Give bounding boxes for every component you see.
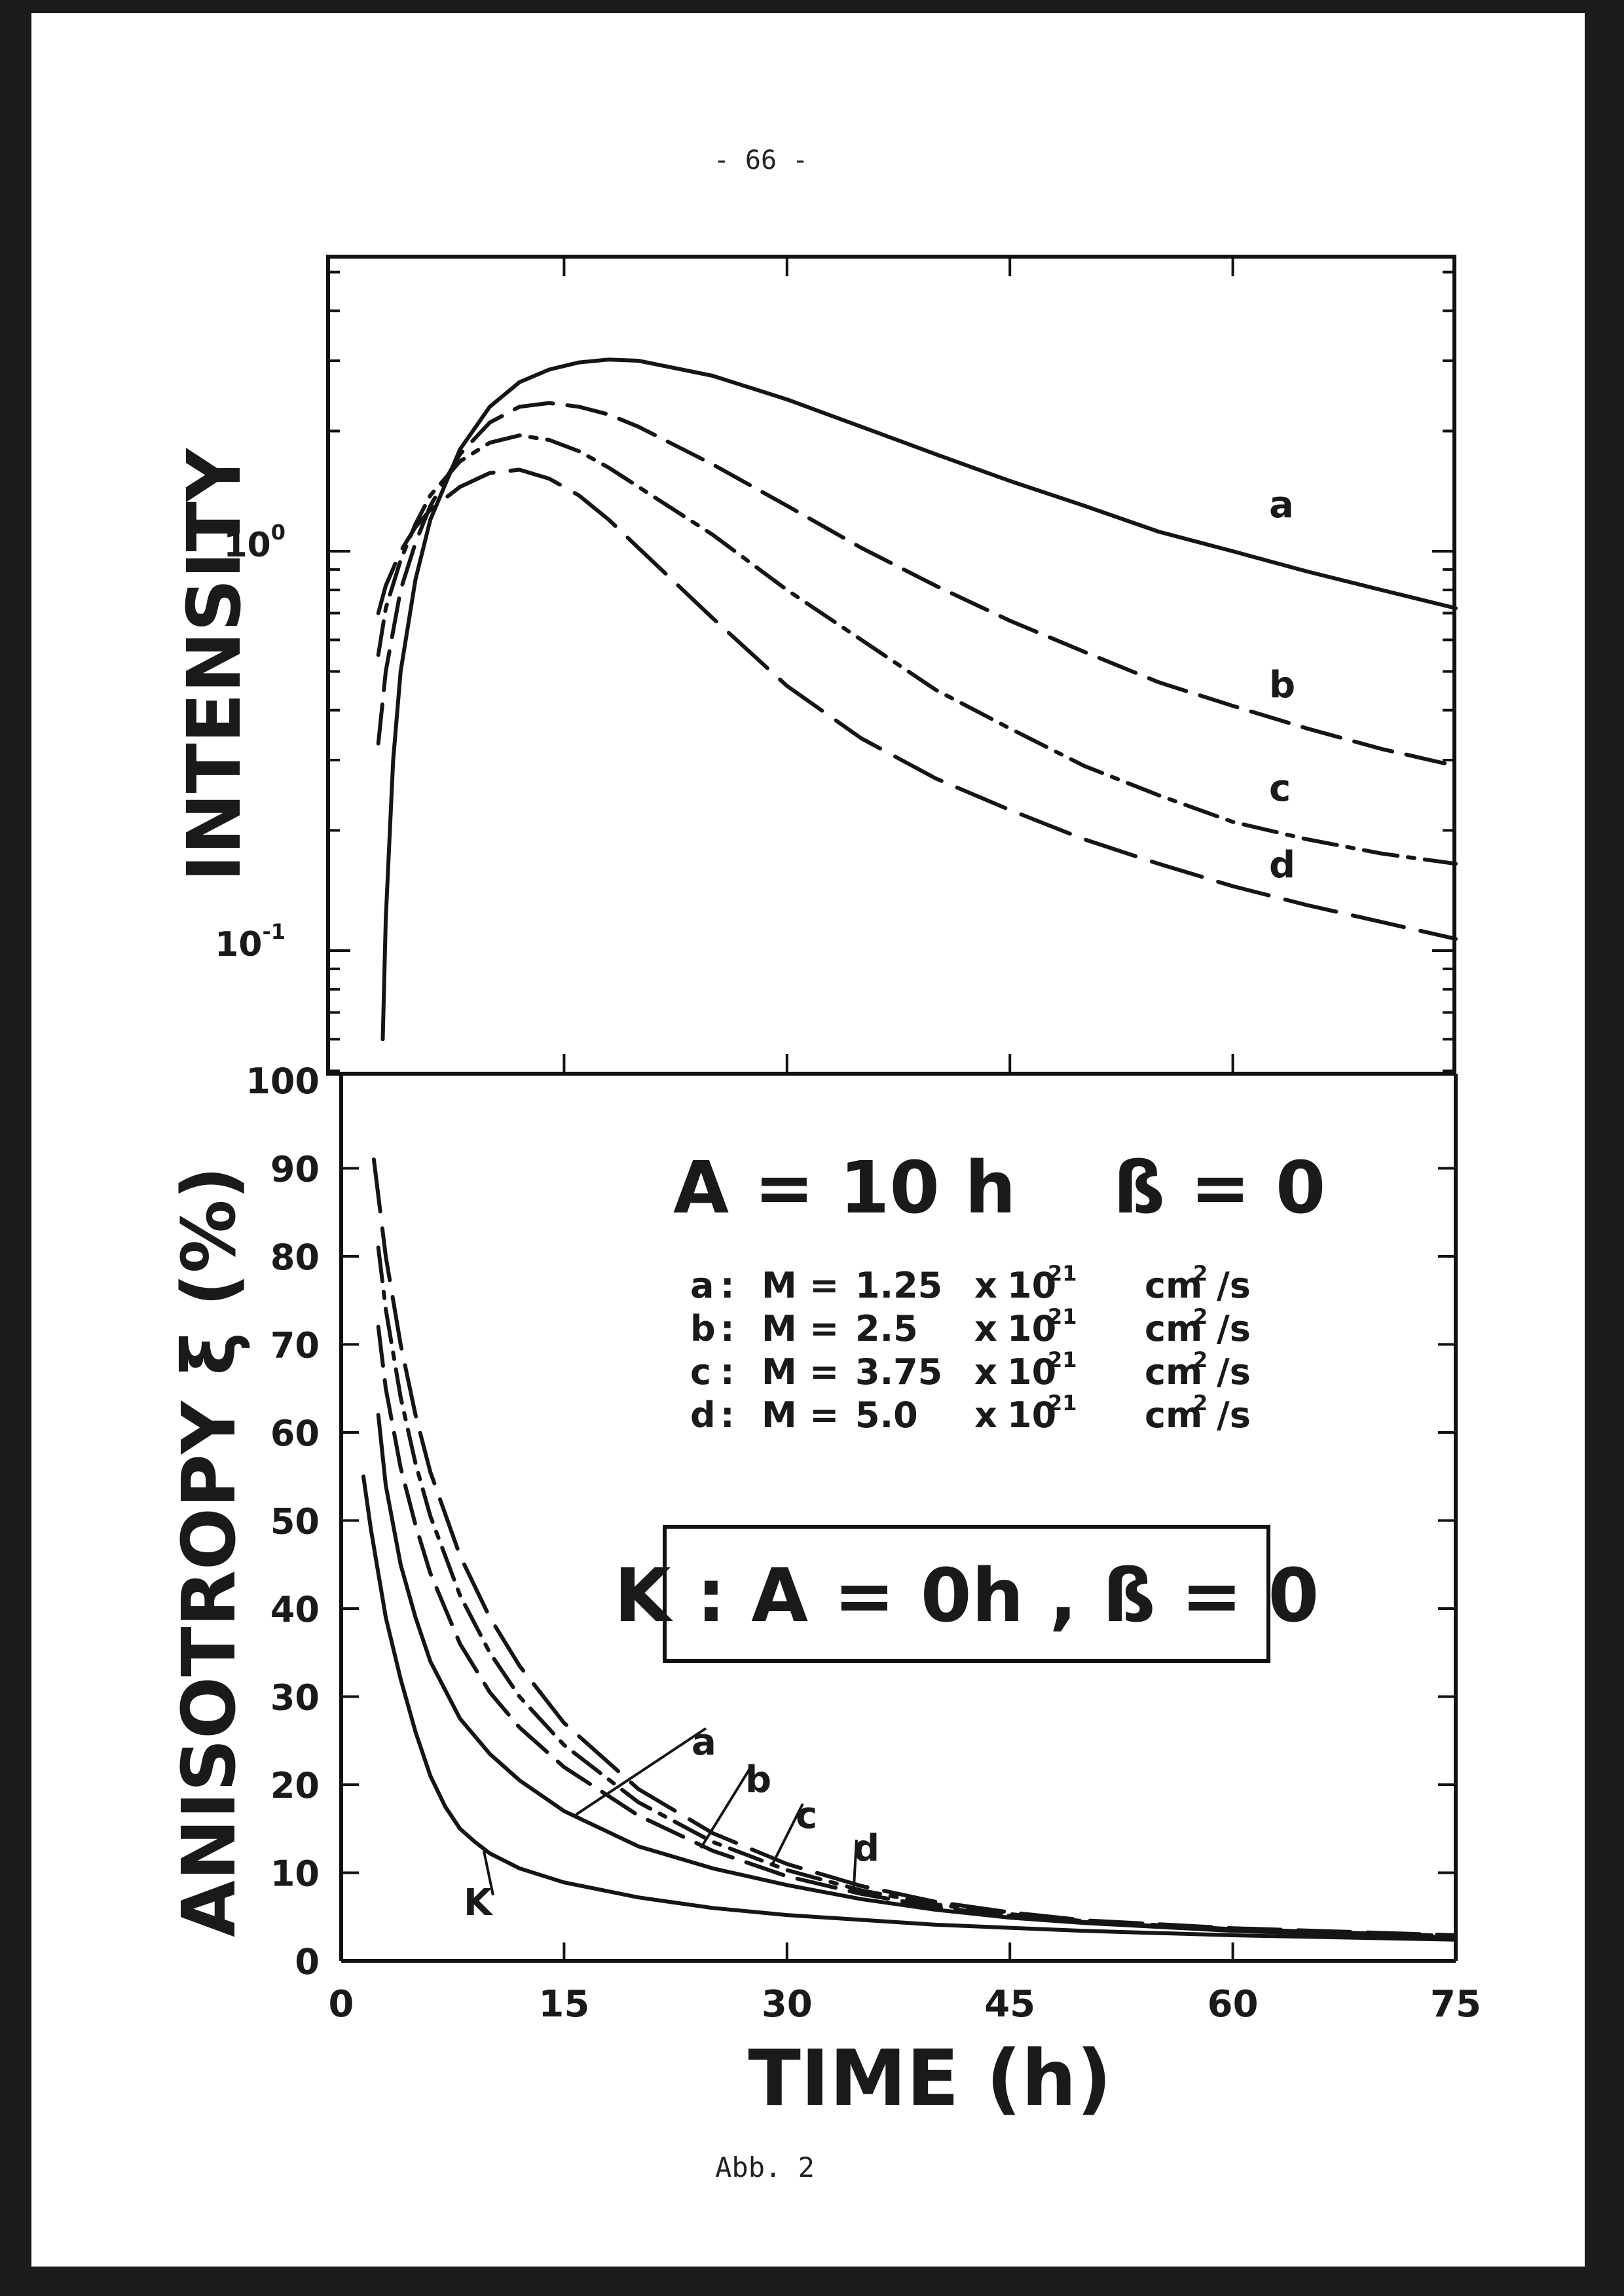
intensity-axis-title: INTENSITY [172,447,257,882]
intensity-series-d-line [376,467,1458,941]
anisotropy-ticks [341,1167,1456,1961]
anisotropy-ytick-label: 20 [270,1765,320,1806]
anisotropy-ytick-label: 30 [270,1677,320,1719]
anisotropy-series-d-line [371,1157,1458,1937]
leader-line-b [699,1766,752,1849]
anisotropy-series-c-line [376,1245,1458,1939]
legend-rows: a: M = 1.25 x 1021 cm2/sb: M = 2.5 x 1021 cm2/sc: M = 3… [690,1261,1251,1436]
anisotropy-leader-lines [482,1727,858,1896]
k-box-text: K : A = 0h , ß = 0 [614,1554,1320,1639]
leader-line-k [482,1850,494,1896]
intensity-label-d: d [1269,844,1295,886]
anisotropy-ytick-label: 90 [270,1149,320,1190]
intensity-ytick-label-1: 100 [223,520,286,565]
anisotropy-series [361,1157,1458,1942]
intensity-label-b: b [1269,664,1295,706]
figure: - 66 - INTENSITY 100 10-1 a b c d 0 10 20 3… [167,145,1481,2183]
k-box-frame [663,1525,1270,1663]
anisotropy-label-a: a [692,1721,716,1764]
anisotropy-ytick-label: 70 [270,1325,320,1366]
scanned-page: - 66 - INTENSITY 100 10-1 a b c d 0 10 20 3… [31,13,1585,2267]
intensity-series-c-line [376,433,1458,866]
anisotropy-xtick-label: 60 [1208,1983,1259,2026]
intensity-ticks [328,257,1454,1074]
anisotropy-ytick-label: 60 [270,1413,320,1454]
anisotropy-label-d: d [853,1827,879,1870]
anisotropy-ytick-label: 50 [270,1501,320,1542]
figure-caption: Abb. 2 [715,2151,815,2183]
anisotropy-ytick-label: 0 [295,1941,320,1982]
leader-line-c [771,1803,804,1866]
anisotropy-xtick-label: 30 [762,1983,813,2026]
anisotropy-xtick-label: 0 [329,1983,354,2026]
legend-row-c: c: M = 3.75 x 1021 cm2/s [690,1347,1251,1393]
anisotropy-xtick-label: 15 [538,1983,589,2026]
anisotropy-series-k-line [361,1474,1458,1942]
anisotropy-label-c: c [796,1795,817,1837]
page-number: - 66 - [714,145,809,175]
intensity-ytick-label-2: 10-1 [215,919,286,964]
intensity-series-b-line [376,401,1458,768]
legend-row-a: a: M = 1.25 x 1021 cm2/s [690,1261,1251,1306]
leader-line-a [575,1727,707,1816]
anisotropy-panel: 0 10 20 30 40 50 60 70 80 90 100 0 15 30 45 60 75 ANISOT… [167,1061,1481,2123]
anisotropy-label-k: K [464,1882,494,1924]
legend-row-d: d: M = 5.0 x 1021 cm2/s [690,1391,1251,1436]
anisotropy-xtick-label: 75 [1430,1983,1481,2026]
intensity-panel: INTENSITY 100 10-1 a b c d [172,255,1458,1076]
anisotropy-ytick-label: 40 [270,1589,320,1630]
legend-beta: ß = 0 [1113,1146,1325,1230]
legend-title: A = 10 h [673,1146,1016,1230]
anisotropy-series-b-line [376,1324,1458,1939]
anisotropy-tick-labels: 0 10 20 30 40 50 60 70 80 90 100 0 15 30 45 60 75 [246,1061,1481,2026]
legend-row-b: b: M = 2.5 x 1021 cm2/s [690,1304,1251,1349]
anisotropy-ytick-label: 10 [270,1853,320,1895]
intensity-label-a: a [1269,484,1294,526]
intensity-series [376,357,1458,1042]
anisotropy-series-a-line [376,1413,1458,1940]
intensity-plot-frame [326,255,1456,1076]
intensity-series-a-line [380,357,1458,1042]
anisotropy-ytick-label: 100 [246,1061,320,1102]
intensity-label-c: c [1269,767,1291,810]
anisotropy-xtick-label: 45 [984,1983,1035,2026]
leader-line-d [852,1839,858,1887]
anisotropy-label-b: b [745,1758,771,1801]
parameter-legend: A = 10 h ß = 0 a: M = 1.25 x 1021 cm2/sb: M = 2.5… [614,1146,1325,1663]
time-axis-title: TIME (h) [748,2033,1111,2123]
anisotropy-ytick-label: 80 [270,1237,320,1278]
anisotropy-axis-title: ANISOTROPY ξ (%) [167,1166,252,1937]
